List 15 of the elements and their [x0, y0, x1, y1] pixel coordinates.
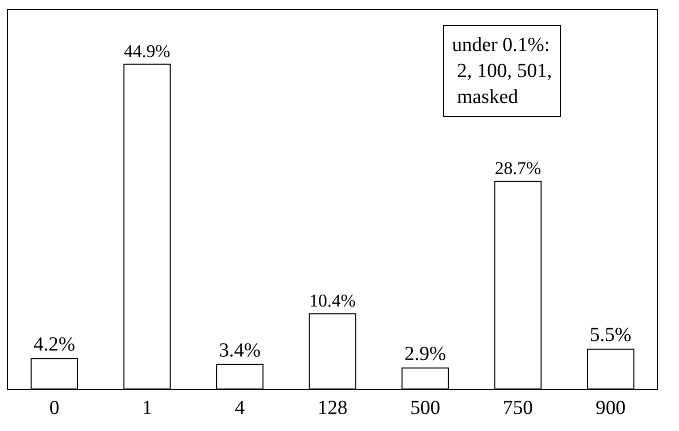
data-label: 44.9% — [124, 40, 170, 61]
data-label: 10.4% — [309, 290, 356, 310]
data-label: 28.7% — [494, 158, 542, 178]
x-tick-label: 1 — [142, 397, 152, 419]
data-label: 4.2% — [34, 334, 76, 356]
data-label: 5.5% — [590, 324, 632, 346]
data-label: 2.9% — [404, 343, 446, 366]
x-tick-label: 0 — [49, 397, 60, 419]
x-tick-label: 4 — [234, 397, 245, 419]
x-tick-label: 500 — [410, 397, 440, 419]
x-tick-label: 900 — [596, 397, 626, 419]
x-tick-label: 750 — [502, 397, 533, 419]
annotation: under 0.1%: 2, 100, 501, masked — [452, 34, 552, 108]
x-tick-label: 128 — [318, 397, 348, 419]
data-label: 3.4% — [218, 339, 261, 362]
